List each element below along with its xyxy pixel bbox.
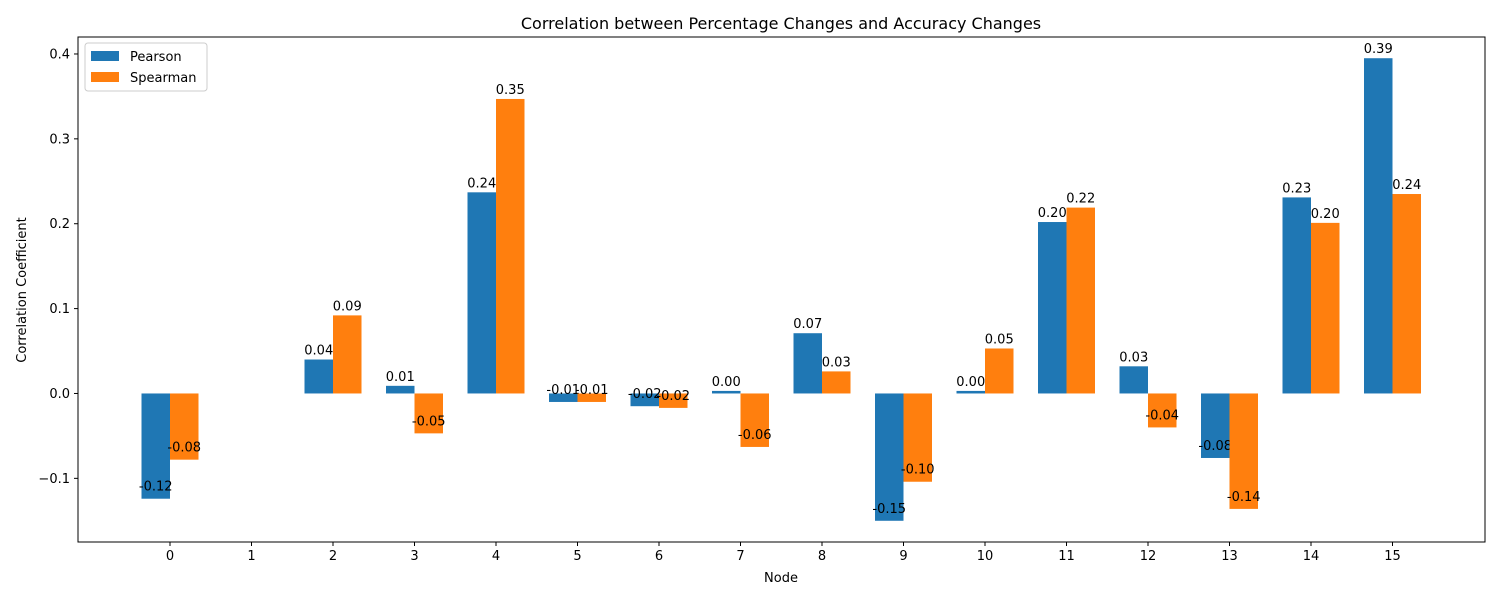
data-label-spearman-15: 0.24 <box>1392 178 1421 193</box>
data-label-pearson-2: 0.04 <box>304 344 333 359</box>
data-label-pearson-11: 0.20 <box>1038 206 1067 221</box>
x-tick-label: 0 <box>166 549 174 564</box>
data-label-spearman-0: -0.08 <box>167 441 201 456</box>
plot-area: -0.120.040.010.24-0.01 -0.020.000.07-0.15… <box>38 36 1486 564</box>
bar-pearson-15 <box>1364 58 1393 394</box>
data-label-pearson-12: 0.03 <box>1119 350 1148 365</box>
bar-spearman-6 <box>659 393 688 408</box>
bar-pearson-9 <box>875 393 904 521</box>
bar-pearson-4 <box>467 192 496 394</box>
bar-spearman-15 <box>1392 194 1421 394</box>
data-label-spearman-10: 0.05 <box>985 332 1014 347</box>
bar-spearman-2 <box>333 315 362 394</box>
data-label-spearman-4: 0.35 <box>496 83 525 98</box>
data-label-pearson-13: -0.08 <box>1198 439 1232 454</box>
bar-spearman-5 <box>577 393 606 402</box>
bar-pearson-11 <box>1038 222 1067 394</box>
bar-pearson-5 <box>549 393 578 402</box>
bar-spearman-8 <box>822 371 851 394</box>
x-tick-label: 9 <box>899 549 907 564</box>
data-label-pearson-14: 0.23 <box>1282 181 1311 196</box>
bar-spearman-0 <box>170 393 199 460</box>
bar-pearson-7 <box>712 390 741 394</box>
y-tick-label: 0.1 <box>49 302 70 317</box>
legend-label-pearson: Pearson <box>130 50 182 65</box>
x-tick-label: 8 <box>818 549 826 564</box>
data-label-pearson-6: -0.02 <box>628 387 662 402</box>
x-tick-label: 6 <box>655 549 663 564</box>
y-tick-label: 0.4 <box>49 47 70 62</box>
data-label-pearson-9: -0.15 <box>872 502 906 517</box>
x-tick-label: 2 <box>329 549 337 564</box>
data-label-spearman-9: -0.10 <box>901 463 935 478</box>
data-label-spearman-12: -0.04 <box>1145 408 1179 423</box>
legend-swatch-pearson <box>91 51 119 61</box>
bar-pearson-13 <box>1201 393 1230 458</box>
y-tick-label: 0.0 <box>49 387 70 402</box>
data-label-spearman-5: -0.01 <box>575 383 609 398</box>
bar-pearson-14 <box>1282 197 1311 394</box>
x-tick-label: 10 <box>977 549 994 564</box>
x-axis-label: Node <box>764 571 798 586</box>
data-label-pearson-0: -0.12 <box>139 480 173 495</box>
bar-spearman-9 <box>903 393 932 482</box>
bar-spearman-4 <box>496 98 525 394</box>
x-tick-label: 13 <box>1221 549 1238 564</box>
y-tick-label: −0.1 <box>38 472 70 487</box>
legend-swatch-spearman <box>91 72 119 82</box>
bar-pearson-12 <box>1119 366 1148 394</box>
data-label-pearson-8: 0.07 <box>793 317 822 332</box>
data-label-pearson-7: 0.00 <box>712 375 741 390</box>
bar-pearson-3 <box>386 385 415 394</box>
bar-pearson-0 <box>141 393 170 499</box>
bar-spearman-12 <box>1148 393 1177 428</box>
data-label-pearson-10: 0.00 <box>956 375 985 390</box>
x-tick-label: 15 <box>1384 549 1401 564</box>
x-tick-label: 11 <box>1058 549 1075 564</box>
bar-spearman-14 <box>1311 222 1340 394</box>
data-label-spearman-14: 0.20 <box>1311 207 1340 222</box>
x-tick-label: 14 <box>1303 549 1320 564</box>
y-tick-label: 0.2 <box>49 217 70 232</box>
data-label-spearman-2: 0.09 <box>333 299 362 314</box>
bar-pearson-8 <box>793 333 822 394</box>
x-tick-label: 1 <box>247 549 255 564</box>
data-label-spearman-11: 0.22 <box>1066 192 1095 207</box>
x-tick-label: 3 <box>410 549 418 564</box>
bar-spearman-7 <box>740 393 769 447</box>
bar-pearson-10 <box>956 390 985 394</box>
bar-spearman-3 <box>414 393 443 434</box>
x-tick-label: 4 <box>492 549 500 564</box>
bar-pearson-2 <box>304 359 333 394</box>
data-label-spearman-3: -0.05 <box>412 414 446 429</box>
bar-spearman-10 <box>985 348 1014 394</box>
x-tick-label: 5 <box>573 549 581 564</box>
bar-spearman-11 <box>1066 207 1095 394</box>
data-label-pearson-15: 0.39 <box>1364 42 1393 57</box>
data-label-pearson-4: 0.24 <box>467 176 496 191</box>
data-label-spearman-6: -0.02 <box>656 389 690 404</box>
data-label-pearson-3: 0.01 <box>386 370 415 385</box>
legend: Pearson Spearman <box>84 42 208 92</box>
y-tick-label: 0.3 <box>49 132 70 147</box>
axes-frame <box>77 36 1486 543</box>
bar-spearman-13 <box>1229 393 1258 509</box>
data-label-spearman-8: 0.03 <box>822 355 851 370</box>
x-tick-label: 7 <box>736 549 744 564</box>
data-label-spearman-7: -0.06 <box>738 428 772 443</box>
data-label-pearson-5: -0.01 <box>546 383 580 398</box>
bar-pearson-6 <box>630 393 659 407</box>
data-label-spearman-13: -0.14 <box>1227 490 1261 505</box>
legend-label-spearman: Spearman <box>130 71 196 86</box>
chart-title: Correlation between Percentage Changes a… <box>521 14 1041 33</box>
y-axis-label: Correlation Coefficient <box>15 217 30 363</box>
x-tick-label: 12 <box>1140 549 1157 564</box>
